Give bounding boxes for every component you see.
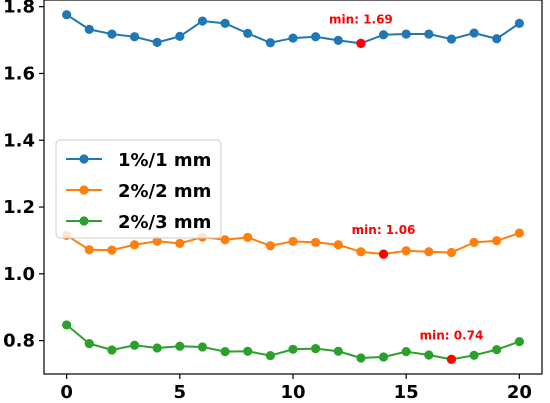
data-point: [197, 16, 208, 26]
data-point: [129, 340, 140, 350]
data-point: [62, 10, 72, 20]
data-point: [492, 236, 502, 246]
annotation-layer: min: 1.69 min: 1.06 min: 0.74: [329, 12, 484, 364]
x-tick-label: 0: [60, 382, 73, 403]
legend-item: 2%/2 mm: [66, 181, 211, 202]
data-point: [401, 29, 411, 39]
data-point: [84, 245, 94, 255]
data-point: [84, 339, 94, 349]
data-point: [469, 350, 479, 360]
legend-item: 2%/3 mm: [66, 212, 211, 233]
data-point: [243, 232, 253, 243]
data-point: [446, 34, 457, 44]
x-tick-label: 15: [394, 382, 419, 403]
y-tick-label: 1.4: [3, 130, 35, 151]
data-point: [378, 352, 389, 362]
data-point: [356, 247, 366, 257]
data-point: [288, 33, 298, 43]
data-point: [424, 350, 434, 360]
y-tick-label: 1.2: [3, 197, 35, 218]
data-point: [492, 34, 502, 44]
legend: 1%/1 mm 2%/2 mm 2%/3 mm: [55, 139, 222, 239]
data-point: [514, 337, 524, 347]
data-point: [197, 342, 208, 352]
min-label: min: 0.74: [420, 328, 484, 342]
data-point: [220, 347, 230, 357]
data-point: [152, 236, 162, 246]
data-point: [265, 38, 275, 48]
data-point: [424, 29, 434, 39]
data-point: [152, 37, 162, 48]
data-point: [62, 320, 72, 330]
series-1: [62, 10, 524, 49]
data-point: [333, 240, 343, 250]
data-point: [514, 18, 524, 28]
data-point: [401, 347, 411, 357]
legend-label: 2%/3 mm: [118, 212, 211, 233]
data-point: [378, 30, 389, 40]
legend-box: [55, 139, 222, 239]
data-point: [401, 246, 411, 256]
legend-label: 2%/2 mm: [118, 181, 211, 202]
x-tick-label: 20: [507, 382, 532, 403]
series-3: [62, 320, 524, 364]
data-point: [469, 28, 479, 38]
x-tick-label: 5: [174, 382, 187, 403]
y-tick-label: 1.8: [3, 0, 35, 18]
min-marker: [356, 38, 366, 49]
min-marker: [446, 354, 457, 364]
data-point: [107, 245, 117, 255]
data-point: [446, 247, 457, 258]
data-point: [311, 344, 321, 354]
data-point: [243, 346, 253, 356]
y-tick-label: 1.6: [3, 63, 35, 84]
data-point: [129, 240, 140, 250]
legend-label: 1%/1 mm: [118, 150, 211, 171]
y-tick-label: 0.8: [3, 331, 35, 352]
data-point: [152, 343, 162, 353]
min-marker: [378, 249, 389, 259]
data-point: [333, 35, 343, 46]
y-tick-label: 1.0: [3, 264, 35, 285]
data-point: [175, 341, 185, 351]
data-point: [311, 32, 321, 42]
data-point: [220, 235, 230, 245]
data-point: [175, 31, 185, 41]
data-point: [469, 237, 479, 248]
data-point: [107, 345, 117, 355]
x-tick-label: 10: [280, 382, 305, 403]
data-point: [333, 346, 343, 356]
data-point: [84, 24, 94, 34]
data-point: [288, 344, 298, 354]
data-point: [220, 18, 230, 28]
data-point: [175, 238, 185, 249]
data-point: [424, 247, 434, 257]
data-point: [265, 241, 275, 251]
data-point: [107, 29, 117, 39]
legend-marker: [79, 185, 89, 195]
data-point: [311, 237, 321, 248]
data-point: [265, 351, 275, 361]
legend-marker: [79, 154, 89, 164]
tick-layer: 0 5 10 15 20 0.8 1.0 1.2 1.4 1.6 1.8: [3, 0, 532, 403]
data-point: [243, 28, 253, 38]
data-point: [492, 345, 502, 355]
legend-marker: [79, 216, 89, 226]
legend-item: 1%/1 mm: [66, 150, 211, 171]
data-point: [129, 32, 140, 42]
data-point: [514, 228, 524, 238]
min-label: min: 1.69: [329, 12, 393, 26]
min-label: min: 1.06: [352, 223, 416, 237]
data-point: [288, 236, 298, 247]
data-point: [356, 353, 366, 363]
